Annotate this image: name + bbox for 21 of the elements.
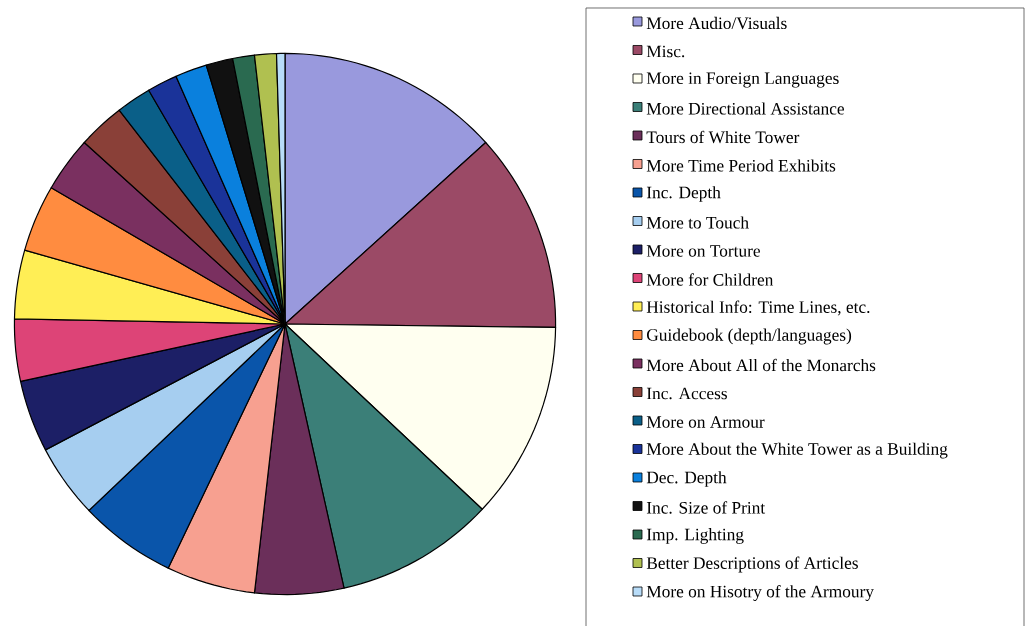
legend-label: Dec. Depth [646,471,727,487]
legend-label: Misc. [646,45,685,58]
legend-label: Inc. Access [646,387,727,400]
legend-label: Better Descriptions of Articles [646,556,858,573]
legend-label: More on Armour [646,416,765,428]
legend-label: Imp. Lighting [646,528,744,544]
legend-label: More on Hisotry of the Armoury [646,585,874,601]
legend-label: More About All of the Monarchs [646,358,876,372]
legend-label: More on Torture [646,245,760,257]
legend-label: Inc. Depth [646,186,721,202]
legend-label: More About the White Tower as a Building [646,442,948,459]
legend-label: More Directional Assistance [646,102,844,115]
legend-label: More to Touch [646,216,749,229]
legend-label: More Audio/Visuals [646,16,787,30]
legend-label: More Time Period Exhibits [646,159,836,172]
legend-label: Inc. Size of Print [646,501,766,514]
legend-label: Tours of White Tower [646,130,800,144]
legend-label: More for Children [646,273,774,286]
legend-label: More in Foreign Languages [646,72,839,88]
legend-label: Historical Info: Time Lines, etc. [646,300,870,316]
legend-label: Guidebook (depth/languages) [646,328,852,345]
